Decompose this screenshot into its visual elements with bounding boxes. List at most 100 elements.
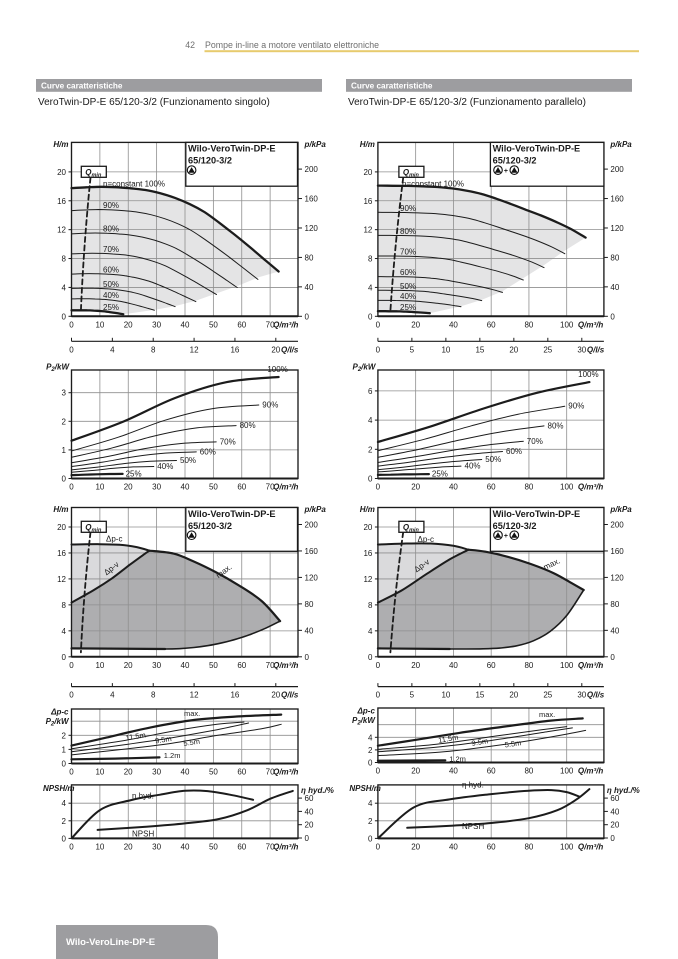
svg-text:0: 0 [368, 475, 373, 484]
svg-text:Δp-c: Δp-c [106, 535, 122, 544]
svg-text:5: 5 [410, 345, 415, 354]
svg-text:80%: 80% [103, 225, 119, 234]
svg-text:2: 2 [62, 417, 67, 426]
svg-text:100%: 100% [267, 365, 287, 374]
svg-text:0: 0 [376, 661, 381, 670]
svg-text:60%: 60% [200, 447, 216, 456]
svg-text:12: 12 [57, 226, 66, 235]
svg-text:10: 10 [441, 691, 450, 700]
svg-text:70: 70 [266, 768, 275, 777]
svg-text:0: 0 [368, 834, 373, 843]
svg-text:8: 8 [368, 255, 373, 264]
svg-text:Qmin: Qmin [85, 523, 102, 534]
svg-text:70%: 70% [400, 248, 416, 257]
svg-text:8: 8 [62, 255, 67, 264]
svg-text:30: 30 [152, 768, 161, 777]
svg-text:80: 80 [524, 661, 533, 670]
svg-text:p/kPa: p/kPa [609, 505, 632, 514]
svg-text:40%: 40% [157, 462, 173, 471]
svg-text:1: 1 [62, 446, 67, 455]
svg-text:60: 60 [487, 483, 496, 492]
svg-text:0: 0 [610, 312, 615, 321]
svg-text:50: 50 [209, 483, 218, 492]
svg-text:40: 40 [449, 320, 458, 329]
svg-text:4: 4 [62, 627, 67, 636]
svg-text:H/m: H/m [53, 140, 68, 149]
svg-text:60: 60 [487, 842, 496, 851]
svg-text:Pompe in-line a motore ventila: Pompe in-line a motore ventilato elettro… [205, 40, 379, 50]
svg-text:4: 4 [110, 345, 115, 354]
svg-text:200: 200 [305, 165, 319, 174]
svg-text:90%: 90% [568, 402, 584, 411]
svg-text:60: 60 [237, 483, 246, 492]
svg-text:20: 20 [411, 320, 420, 329]
svg-text:20: 20 [509, 691, 518, 700]
svg-text:Wilo-VeroLine-DP-E: Wilo-VeroLine-DP-E [66, 937, 155, 948]
svg-text:200: 200 [305, 521, 319, 530]
svg-text:60: 60 [237, 842, 246, 851]
svg-text:0: 0 [305, 653, 310, 662]
svg-text:4: 4 [368, 733, 373, 742]
svg-text:5.5m: 5.5m [183, 737, 201, 748]
svg-text:12: 12 [363, 575, 372, 584]
svg-text:0: 0 [62, 475, 67, 484]
svg-text:Curve caratteristiche: Curve caratteristiche [41, 82, 123, 91]
svg-text:40: 40 [181, 661, 190, 670]
svg-text:100: 100 [560, 661, 574, 670]
svg-text:70: 70 [266, 842, 275, 851]
svg-text:3: 3 [62, 389, 67, 398]
svg-text:15: 15 [475, 345, 484, 354]
svg-text:120: 120 [610, 573, 624, 582]
svg-text:8: 8 [368, 601, 373, 610]
svg-text:H/m: H/m [360, 505, 375, 514]
svg-text:4: 4 [368, 283, 373, 292]
svg-text:NPSH: NPSH [462, 822, 484, 831]
svg-text:η hyd./%: η hyd./% [607, 786, 640, 795]
svg-text:70: 70 [266, 661, 275, 670]
svg-text:20: 20 [363, 523, 372, 532]
svg-text:60%: 60% [400, 268, 416, 277]
svg-text:Q/m³/h: Q/m³/h [578, 661, 603, 670]
svg-text:20: 20 [124, 483, 133, 492]
svg-text:+: + [504, 533, 508, 540]
svg-text:Δp-c: Δp-c [357, 707, 376, 716]
svg-text:40: 40 [181, 842, 190, 851]
svg-text:40: 40 [305, 807, 314, 816]
svg-text:100: 100 [560, 842, 574, 851]
svg-text:15: 15 [475, 691, 484, 700]
svg-text:20: 20 [411, 661, 420, 670]
svg-text:0: 0 [376, 691, 381, 700]
svg-text:Qmin: Qmin [403, 523, 420, 534]
svg-text:4: 4 [110, 691, 115, 700]
svg-text:70%: 70% [103, 245, 119, 254]
svg-text:12: 12 [363, 226, 372, 235]
svg-text:20: 20 [411, 842, 420, 851]
svg-text:Q/m³/h: Q/m³/h [273, 661, 298, 670]
svg-text:60: 60 [487, 320, 496, 329]
svg-text:100: 100 [560, 320, 574, 329]
svg-text:80: 80 [610, 253, 619, 262]
svg-text:Q/m³/h: Q/m³/h [578, 842, 603, 851]
svg-text:η hyd.: η hyd. [132, 791, 154, 800]
svg-text:16: 16 [363, 197, 372, 206]
svg-text:40: 40 [449, 661, 458, 670]
svg-text:10: 10 [95, 320, 104, 329]
svg-text:100: 100 [560, 483, 574, 492]
svg-text:0: 0 [62, 834, 67, 843]
svg-text:10: 10 [441, 345, 450, 354]
svg-text:0: 0 [368, 653, 373, 662]
svg-text:70: 70 [266, 483, 275, 492]
svg-text:2: 2 [368, 817, 373, 826]
svg-text:40: 40 [610, 283, 619, 292]
svg-text:0: 0 [376, 767, 381, 776]
svg-text:50%: 50% [400, 282, 416, 291]
svg-text:30: 30 [152, 842, 161, 851]
svg-text:Δp-c: Δp-c [50, 708, 69, 717]
svg-text:12: 12 [190, 691, 199, 700]
svg-text:60: 60 [610, 794, 619, 803]
svg-text:Q/m³/h: Q/m³/h [578, 767, 603, 776]
svg-text:20: 20 [271, 691, 280, 700]
svg-text:Q/m³/h: Q/m³/h [273, 320, 298, 329]
svg-text:60: 60 [237, 768, 246, 777]
svg-text:H/m: H/m [360, 140, 375, 149]
